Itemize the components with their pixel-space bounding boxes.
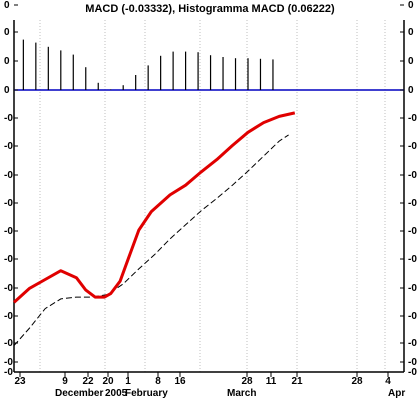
y-tick-label-right: -0 <box>408 254 417 265</box>
x-tick-label: 20 <box>102 376 114 387</box>
x-tick-label: 22 <box>82 376 94 387</box>
grid-lines <box>39 20 386 372</box>
y-tick-label-right: 0 <box>408 27 414 38</box>
x-tick-label: 8 <box>155 376 161 387</box>
x-tick-label: 21 <box>291 376 303 387</box>
y-tick-label-left: 0 <box>4 56 10 67</box>
y-tick-label-left: -0 <box>4 357 13 368</box>
y-tick-label-right: -0 <box>408 141 417 152</box>
y-tick-label-right: -0 <box>408 198 417 209</box>
y-tick-label-left: -0 <box>4 338 13 349</box>
x-month-label: February <box>125 388 168 399</box>
y-tick-label-right: -0 <box>408 367 417 378</box>
y-tick-label-right: -0 <box>408 283 417 294</box>
x-month-label: 2005 <box>105 388 128 399</box>
y-tick-label-right: -0 <box>408 311 417 322</box>
y-tick-label-right: -0 <box>408 226 417 237</box>
histogram-bars <box>22 39 274 90</box>
y-tick-label-left: -0 <box>4 367 13 378</box>
y-tick-label-right: 0 <box>408 56 414 67</box>
x-tick-label: 1 <box>125 376 131 387</box>
x-tick-label: 16 <box>174 376 186 387</box>
y-tick-label-left: -0 <box>4 311 13 322</box>
x-tick-label: 23 <box>14 376 26 387</box>
y-tick-label-left: -0 <box>4 283 13 294</box>
y-tick-label-right: -0 <box>408 357 417 368</box>
x-tick-label: 11 <box>266 376 277 387</box>
y-tick-label-left: -0 <box>4 141 13 152</box>
signal-line <box>13 134 289 346</box>
x-month-label: March <box>227 388 256 399</box>
x-tick-label: 28 <box>241 376 253 387</box>
y-tick-label-left: -0 <box>4 254 13 265</box>
y-tick-label-left: 0 <box>4 27 10 38</box>
y-tick-label-right: 0 <box>408 85 414 96</box>
x-tick-label: 28 <box>351 376 363 387</box>
plot-frame <box>13 20 405 373</box>
y-tick-label-left: -0 <box>4 198 13 209</box>
y-tick-label-left: -0 <box>4 170 13 181</box>
y-tick-label-left: 0 <box>4 0 10 11</box>
y-tick-label-left: -0 <box>4 113 13 124</box>
macd-line <box>12 111 296 304</box>
y-tick-label-right: 0 <box>408 0 414 11</box>
x-tick-label: 4 <box>385 376 391 387</box>
x-month-label: December <box>55 388 103 399</box>
y-tick-label-right: -0 <box>408 113 417 124</box>
y-tick-label-left: -0 <box>4 226 13 237</box>
x-month-label: Apr <box>388 388 405 399</box>
line-series <box>12 111 296 346</box>
chart-title: MACD (-0.03332), Histogramma MACD (0.062… <box>85 3 335 15</box>
y-tick-label-right: -0 <box>408 170 417 181</box>
y-tick-label-right: -0 <box>408 338 417 349</box>
y-tick-label-left: 0 <box>4 85 10 96</box>
y-axis-ticks: 0 00 00 00 0-0 -0-0 -0-0 -0-0 -0-0 -0-0 -0-0 -0-0 -0… <box>4 0 417 378</box>
x-tick-label: 9 <box>62 376 68 387</box>
